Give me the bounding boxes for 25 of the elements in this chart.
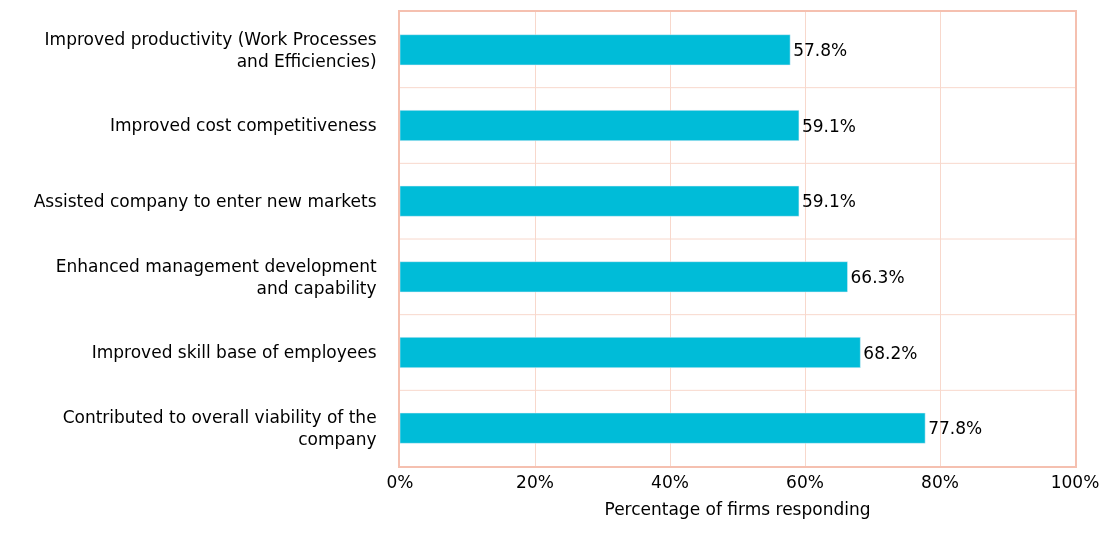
x-axis-title: Percentage of firms responding <box>604 499 871 520</box>
y-tick-label: Contributed to overall viability of the company <box>62 407 377 450</box>
x-tick-label: 40% <box>651 472 689 493</box>
y-tick-label: Improved cost competitiveness <box>110 115 377 136</box>
data-label: 77.8% <box>928 418 983 439</box>
x-tick-label: 20% <box>516 472 554 493</box>
bar <box>400 337 861 368</box>
y-tick-label: Improved skill base of employees <box>91 342 377 363</box>
bar <box>400 261 848 293</box>
data-label: 59.1% <box>801 191 856 212</box>
x-tick-label: 0% <box>386 472 414 493</box>
y-tick-label: Assisted company to enter new markets <box>33 191 377 212</box>
y-tick-label: Improved productivity (Work Processes and Efficiencies) <box>44 28 377 71</box>
x-tick-label: 60% <box>786 472 824 493</box>
bar <box>400 34 791 66</box>
y-tick-label: Enhanced management development and capability <box>55 255 377 298</box>
x-tick-label: 80% <box>921 472 959 493</box>
bar <box>400 412 926 444</box>
data-label: 59.1% <box>801 115 856 136</box>
data-label: 66.3% <box>850 266 905 287</box>
data-label: 57.8% <box>793 39 848 60</box>
bar <box>400 110 800 141</box>
bar <box>400 185 800 217</box>
data-label: 68.2% <box>863 342 918 363</box>
x-tick-label: 100% <box>1050 472 1100 493</box>
